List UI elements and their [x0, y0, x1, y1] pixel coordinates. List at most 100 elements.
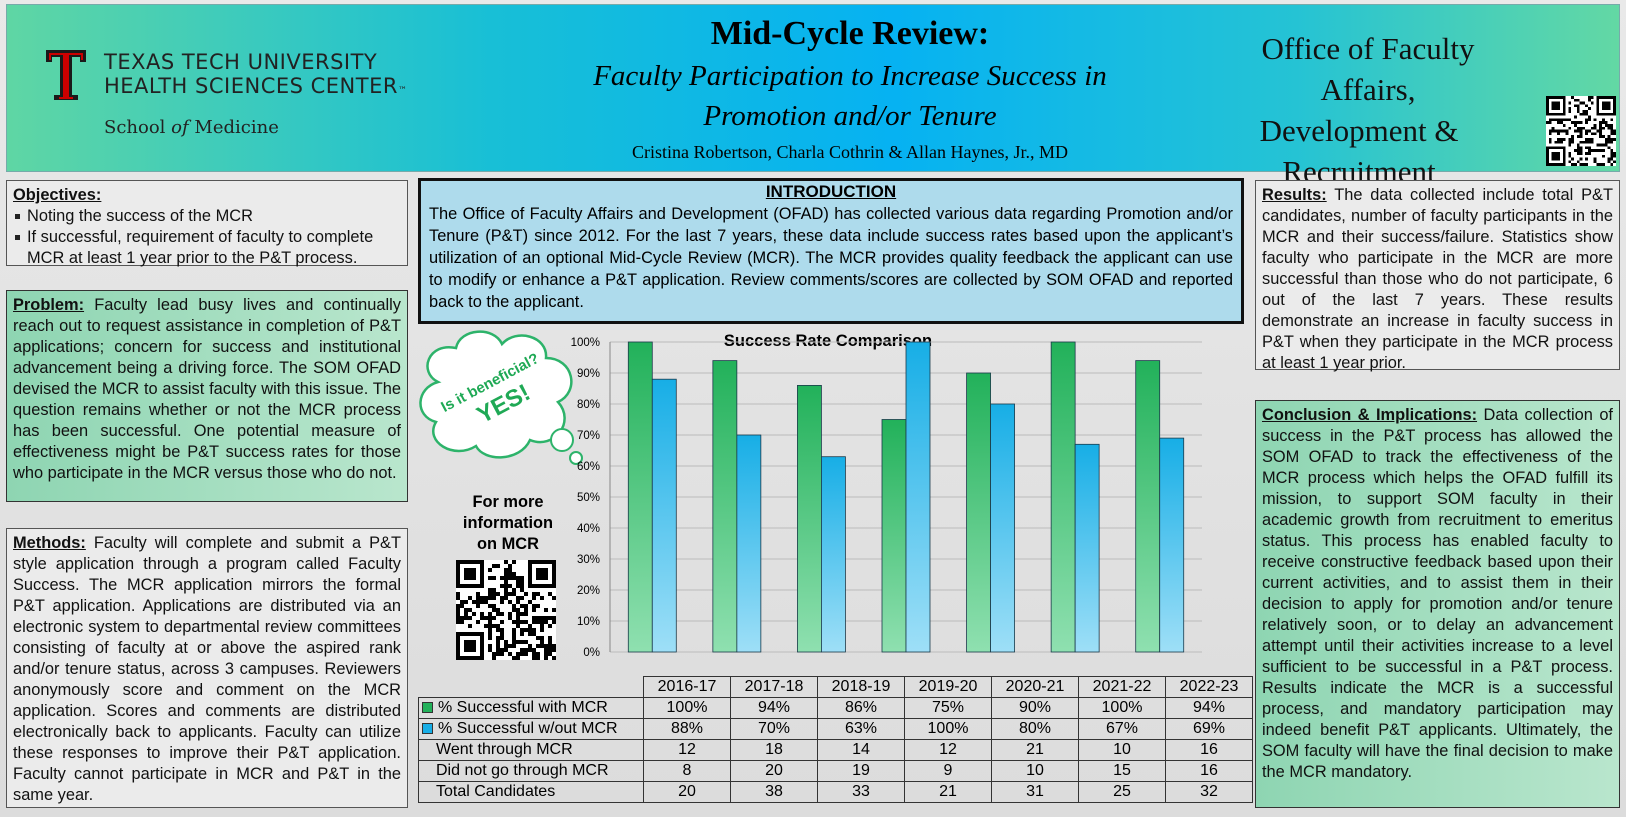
- table-row-label: % Successful with MCR: [418, 697, 644, 719]
- table-cell: 16: [1165, 739, 1253, 761]
- conclusion-text: Data collection of success in the P&T pr…: [1262, 406, 1613, 781]
- more-info-line-1: For more: [472, 493, 544, 511]
- methods-text: Faculty will complete and submit a P&T s…: [13, 534, 401, 804]
- legend-swatch: [422, 723, 433, 735]
- x-tick-label: 2019-20: [904, 676, 992, 698]
- table-cell: 10: [991, 760, 1079, 782]
- y-tick-label: 40%: [577, 523, 600, 535]
- table-cell: 33: [817, 781, 905, 803]
- office-line-2: Development &: [1259, 113, 1459, 148]
- more-info-label: For more information on MCR: [448, 492, 568, 555]
- introduction-heading: INTRODUCTION: [765, 182, 897, 201]
- table-row: Did not go through MCR 8 20 19 9 10 15 16: [418, 760, 1253, 782]
- table-cell: 20: [643, 781, 731, 803]
- table-cell: 63%: [817, 718, 905, 740]
- y-tick-label: 20%: [577, 585, 600, 597]
- bar-without-mcr-2018-19: [821, 456, 846, 653]
- x-tick-label: 2021-22: [1078, 676, 1166, 698]
- x-tick-label: 2022-23: [1165, 676, 1253, 698]
- authors: Cristina Robertson, Charla Cothrin & All…: [632, 142, 1068, 162]
- results-text: The data collected include total P&T can…: [1262, 186, 1613, 372]
- table-cell: 21: [904, 781, 992, 803]
- conclusion-heading: Conclusion & Implications:: [1262, 406, 1478, 424]
- table-cell: 20: [730, 760, 818, 782]
- table-cell: 14: [817, 739, 905, 761]
- table-cell: 32: [1165, 781, 1253, 803]
- poster-title-block: Mid-Cycle Review: Faculty Participation …: [500, 12, 1200, 164]
- office-name: Office of Faculty Affairs, Development &…: [1228, 28, 1508, 192]
- double-t-logo-icon: [46, 50, 86, 100]
- table-row: Total Candidates 20 38 33 21 31 25 32: [418, 781, 1253, 803]
- table-cell: 16: [1165, 760, 1253, 782]
- poster-title: Mid-Cycle Review:: [710, 15, 990, 52]
- table-cell: 88%: [643, 718, 731, 740]
- poster-header: [6, 4, 1620, 172]
- bar-without-mcr-2017-18: [736, 434, 762, 653]
- x-tick-label: 2017-18: [730, 676, 818, 698]
- table-row-label: Did not go through MCR: [418, 760, 644, 782]
- objective-item: Noting the success of the MCR: [15, 206, 401, 227]
- table-cell: 21: [991, 739, 1079, 761]
- problem-panel: Problem: Faculty lead busy lives and con…: [6, 290, 408, 502]
- problem-text: Faculty lead busy lives and continually …: [13, 296, 401, 482]
- table-cell: 25: [1078, 781, 1166, 803]
- objective-item: If successful, requirement of faculty to…: [15, 227, 401, 269]
- x-tick-label: 2018-19: [817, 676, 905, 698]
- poster-subtitle-2: Promotion and/or Tenure: [703, 100, 997, 132]
- table-header-row: 2016-17 2017-18 2018-19 2019-20 2020-21 2021-…: [419, 676, 1253, 698]
- methods-heading: Methods:: [13, 534, 86, 552]
- table-cell: 100%: [904, 718, 992, 740]
- table-cell: 100%: [1078, 697, 1166, 719]
- table-cell: 86%: [817, 697, 905, 719]
- bar-with-mcr-2017-18: [712, 360, 738, 653]
- table-cell: 19: [817, 760, 905, 782]
- table-row: % Successful w/out MCR 88% 70% 63% 100% 80% 67…: [418, 718, 1253, 740]
- table-cell: 10: [1078, 739, 1166, 761]
- bar-with-mcr-2021-22: [1050, 341, 1076, 653]
- table-cell: 90%: [991, 697, 1079, 719]
- table-cell: 12: [904, 739, 992, 761]
- bar-with-mcr-2020-21: [966, 372, 991, 653]
- table-cell: 94%: [1165, 697, 1253, 719]
- introduction-panel: INTRODUCTION The Office of Faculty Affai…: [418, 178, 1244, 324]
- table-corner: [419, 677, 644, 698]
- introduction-text: The Office of Faculty Affairs and Develo…: [429, 205, 1233, 311]
- logo-line-1: TEXAS TECH UNIVERSITY: [104, 50, 378, 74]
- table-row-label: Total Candidates: [418, 781, 644, 803]
- table-cell: 18: [730, 739, 818, 761]
- bar-with-mcr-2022-23: [1135, 360, 1161, 653]
- table-cell: 69%: [1165, 718, 1253, 740]
- results-heading: Results:: [1262, 186, 1327, 204]
- bar-without-mcr-2021-22: [1074, 443, 1100, 653]
- table-row-label: Went through MCR: [418, 739, 644, 761]
- table-cell: 94%: [730, 697, 818, 719]
- bar-with-mcr-2016-17: [627, 341, 653, 653]
- table-row: Went through MCR 12 18 14 12 21 10 16: [418, 739, 1253, 761]
- bar-without-mcr-2016-17: [651, 378, 677, 653]
- success-rate-chart: Success Rate Comparison 0% 10% 20% 30% 40% 50…: [571, 332, 1202, 659]
- table-cell: 31: [991, 781, 1079, 803]
- mcr-qr-code-icon[interactable]: [456, 560, 556, 660]
- table-cell: 100%: [643, 697, 731, 719]
- table-cell: 75%: [904, 697, 992, 719]
- header-qr-code-icon[interactable]: [1546, 96, 1616, 166]
- table-cell: 67%: [1078, 718, 1166, 740]
- y-tick-label: 100%: [571, 337, 600, 349]
- table-row-label: % Successful w/out MCR: [418, 718, 644, 740]
- bar-with-mcr-2019-20: [881, 419, 907, 653]
- bar-without-mcr-2022-23: [1159, 437, 1185, 653]
- x-tick-label: 2016-17: [643, 676, 731, 698]
- chart-title: Success Rate Comparison: [724, 332, 932, 350]
- table-cell: 38: [730, 781, 818, 803]
- problem-heading: Problem:: [13, 296, 85, 314]
- methods-panel: Methods: Faculty will complete and submi…: [6, 528, 408, 808]
- y-tick-label: 90%: [577, 368, 600, 380]
- table-cell: 70%: [730, 718, 818, 740]
- table-cell: 15: [1078, 760, 1166, 782]
- y-tick-label: 10%: [577, 616, 600, 628]
- legend-swatch: [422, 702, 433, 714]
- y-tick-label: 60%: [577, 461, 600, 473]
- poster-subtitle-1: Faculty Participation to Increase Succes…: [593, 60, 1107, 92]
- objectives-panel: Objectives: Noting the success of the MC…: [6, 180, 408, 269]
- table-cell: 8: [643, 760, 731, 782]
